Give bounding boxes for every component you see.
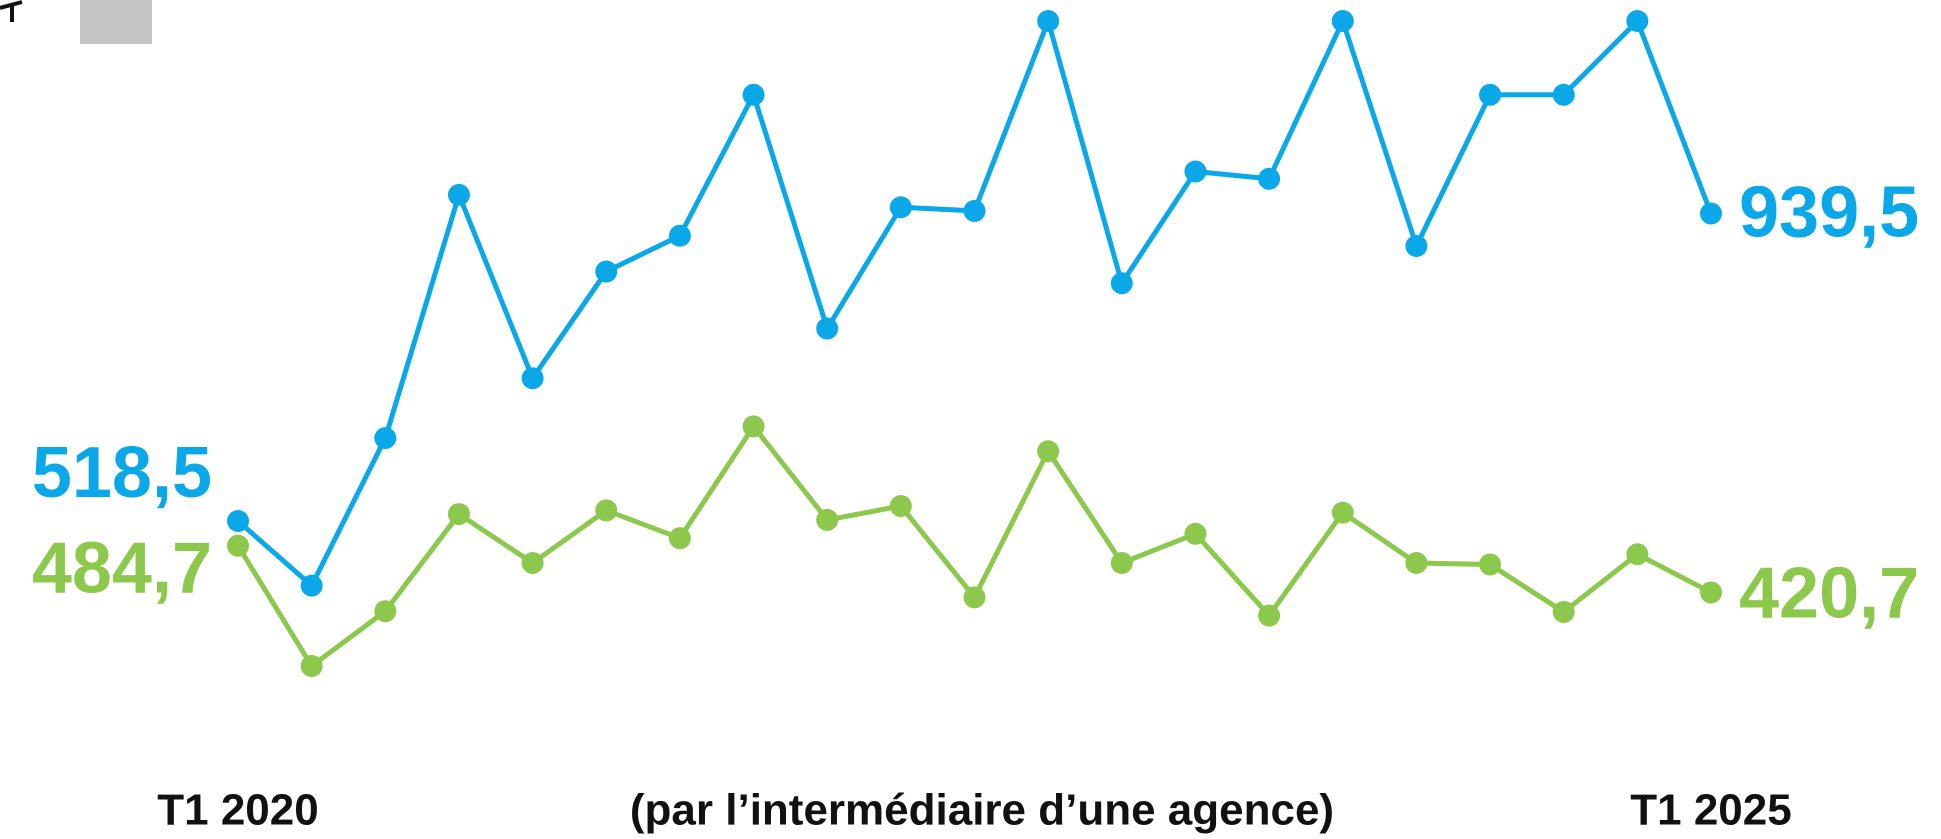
point [1037,10,1060,32]
point [1110,272,1133,295]
value-label: 420,7 [1739,553,1919,633]
point [1258,604,1281,627]
point [1258,167,1281,190]
point [1405,234,1428,257]
point [300,574,323,597]
subtitle: (par l’intermédiaire d’une agence) [630,786,1334,835]
point [668,224,691,247]
point [742,83,765,106]
x-tick-label: T1 2025 [1630,786,1791,835]
point [521,367,544,390]
point [447,503,470,526]
point [1552,83,1575,106]
value-label: 484,7 [32,529,212,609]
point [1479,553,1502,576]
point [1184,522,1207,545]
point [816,508,839,531]
point [227,534,249,557]
point [1626,10,1649,32]
point [1700,202,1722,225]
point [300,655,323,677]
point [742,415,765,438]
decor-glyph [0,0,23,22]
point [1479,83,1502,106]
point [1626,543,1649,566]
point [668,527,691,550]
point [816,317,839,340]
point [1552,600,1575,623]
point [521,552,544,575]
point [227,510,249,533]
point [1037,440,1060,463]
point [1184,160,1207,183]
point [889,495,912,518]
point [374,427,397,450]
series-line [235,423,1713,669]
x-tick-label: T1 2020 [157,786,318,835]
point [1331,10,1354,32]
point [889,196,912,219]
point [1405,552,1428,575]
point [595,260,618,283]
point [963,199,986,222]
point [447,183,470,206]
value-label: 939,5 [1739,172,1919,252]
point [374,600,397,623]
decor-square [80,0,152,44]
value-label: 518,5 [32,433,212,513]
point [963,586,986,609]
point [1700,581,1722,604]
point [595,499,618,522]
point [1331,501,1354,524]
point [1110,552,1133,575]
